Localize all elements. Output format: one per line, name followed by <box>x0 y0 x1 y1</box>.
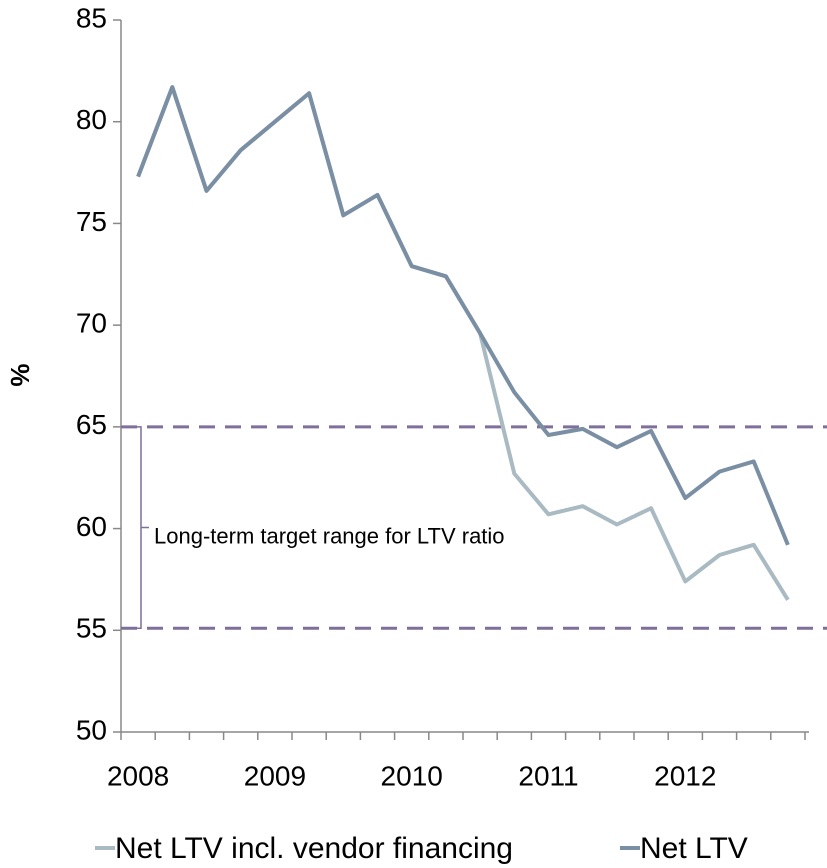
legend-label: Net LTV <box>640 832 748 865</box>
y-tick-label: 55 <box>76 613 107 644</box>
y-tick-label: 65 <box>76 409 107 440</box>
series-line <box>136 85 790 546</box>
y-tick-label: 70 <box>76 308 107 339</box>
x-tick-label: 2008 <box>107 760 169 791</box>
y-tick-label: 75 <box>76 206 107 237</box>
x-tick-label: 2012 <box>654 760 716 791</box>
x-tick-label: 2010 <box>381 760 443 791</box>
y-tick-label: 85 <box>76 2 107 33</box>
y-tick-label: 50 <box>76 714 107 745</box>
y-axis-label: % <box>5 363 35 386</box>
x-tick-label: 2011 <box>518 760 578 791</box>
y-tick-label: 80 <box>76 104 107 135</box>
annotation: Long-term target range for LTV ratio <box>154 523 505 548</box>
y-tick-label: 60 <box>76 511 107 542</box>
annotation-bracket <box>133 426 149 630</box>
legend-label: Net LTV incl. vendor financing <box>115 832 513 865</box>
x-tick-label: 2009 <box>244 760 306 791</box>
